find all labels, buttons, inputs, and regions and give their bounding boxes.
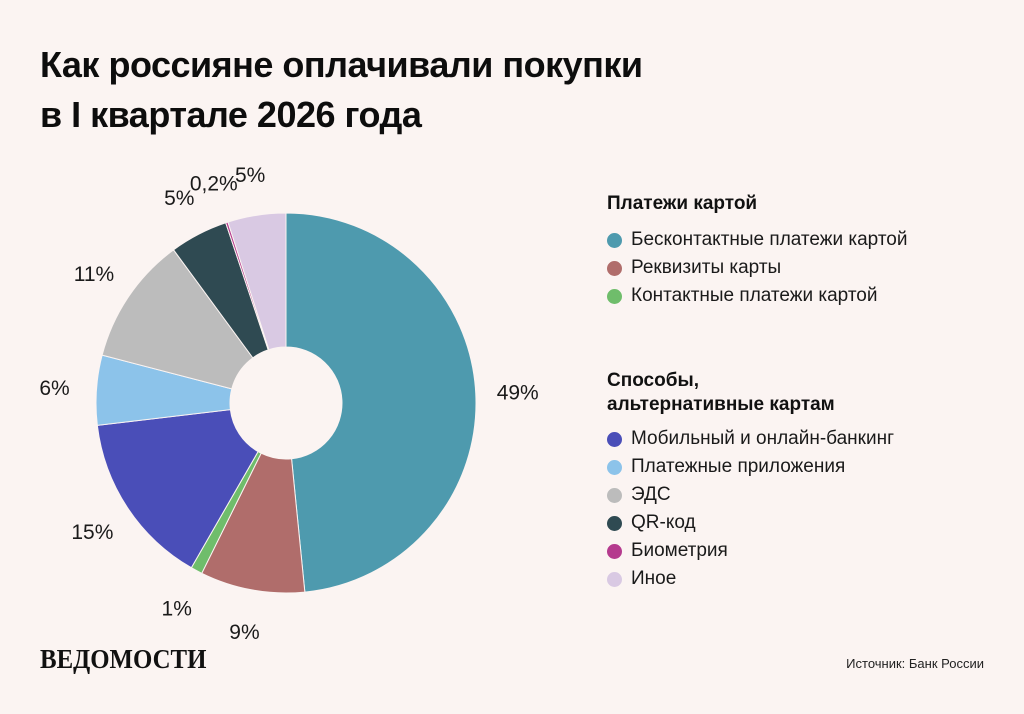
legend-alternative-methods: Способы, альтернативные картам Мобильный… [607, 369, 894, 593]
legend-swatch [607, 571, 622, 587]
legend-swatch [607, 260, 622, 276]
legend-item: Реквизиты карты [607, 254, 907, 282]
donut-slice [101, 249, 254, 390]
legend-label: QR-код [631, 512, 696, 533]
legend-label: Биометрия [631, 540, 728, 561]
slice-label: 5% [235, 164, 265, 187]
slice-label: 0,2% [190, 173, 238, 196]
legend-items-card-payments: Бесконтактные платежи картой Реквизиты ка… [607, 226, 907, 310]
donut-slice [285, 212, 477, 593]
source-note: Источник: Банк России [846, 656, 984, 671]
legend-label: Платежные приложения [631, 456, 846, 477]
legend-heading-card-payments: Платежи картой [607, 193, 758, 214]
legend-item: Бесконтактные платежи картой [607, 226, 907, 254]
chart-title: Как россияне оплачивали покупки в I квар… [40, 40, 800, 140]
legend-swatch [607, 288, 622, 304]
legend-card-payments: Платежи картой Бесконтактные платежи кар… [607, 192, 907, 310]
legend-label: Мобильный и онлайн-банкинг [631, 428, 895, 449]
legend-items-alternative-methods: Мобильный и онлайн-банкинг Платежные прил… [607, 425, 894, 593]
legend-label: Контактные платежи картой [631, 285, 878, 306]
legend-item: QR-код [607, 509, 894, 537]
legend-item: Иное [607, 565, 894, 593]
legend-label: Иное [631, 568, 677, 589]
legend-item: Контактные платежи картой [607, 282, 907, 310]
slice-label: 1% [162, 598, 192, 621]
legend-label: Реквизиты карты [631, 257, 782, 278]
donut-slice [96, 409, 259, 569]
legend-item: Биометрия [607, 537, 894, 565]
chart-title-line1: Как россияне оплачивали покупки [40, 44, 643, 85]
legend-swatch [607, 232, 622, 248]
legend-swatch [607, 459, 622, 475]
slice-label: 15% [71, 521, 113, 544]
donut-slice [227, 212, 287, 351]
legend-swatch [607, 431, 622, 447]
legend-swatch [607, 543, 622, 559]
slice-label: 9% [229, 621, 259, 644]
legend-item: ЭДС [607, 481, 894, 509]
vedomosti-logo: ВЕДОМОСТИ [40, 644, 207, 674]
slice-label: 5% [164, 187, 194, 210]
legend-item: Платежные приложения [607, 453, 894, 481]
legend-label: ЭДС [631, 484, 671, 505]
chart-title-line2: в I квартале 2026 года [40, 94, 422, 135]
legend-swatch [607, 487, 622, 503]
slice-label: 6% [39, 377, 69, 400]
slice-label: 11% [74, 263, 114, 286]
legend-heading-alternative-methods: Способы, альтернативные картам [607, 370, 835, 415]
legend-item: Мобильный и онлайн-банкинг [607, 425, 894, 453]
donut-slices [95, 212, 477, 594]
slice-labels: 49% 9% 1% 15% 6% 11% 5%0,2%5% [39, 164, 538, 644]
slice-label: 49% [497, 381, 539, 404]
legend-label: Бесконтактные платежи картой [631, 229, 908, 250]
legend-swatch [607, 515, 622, 531]
